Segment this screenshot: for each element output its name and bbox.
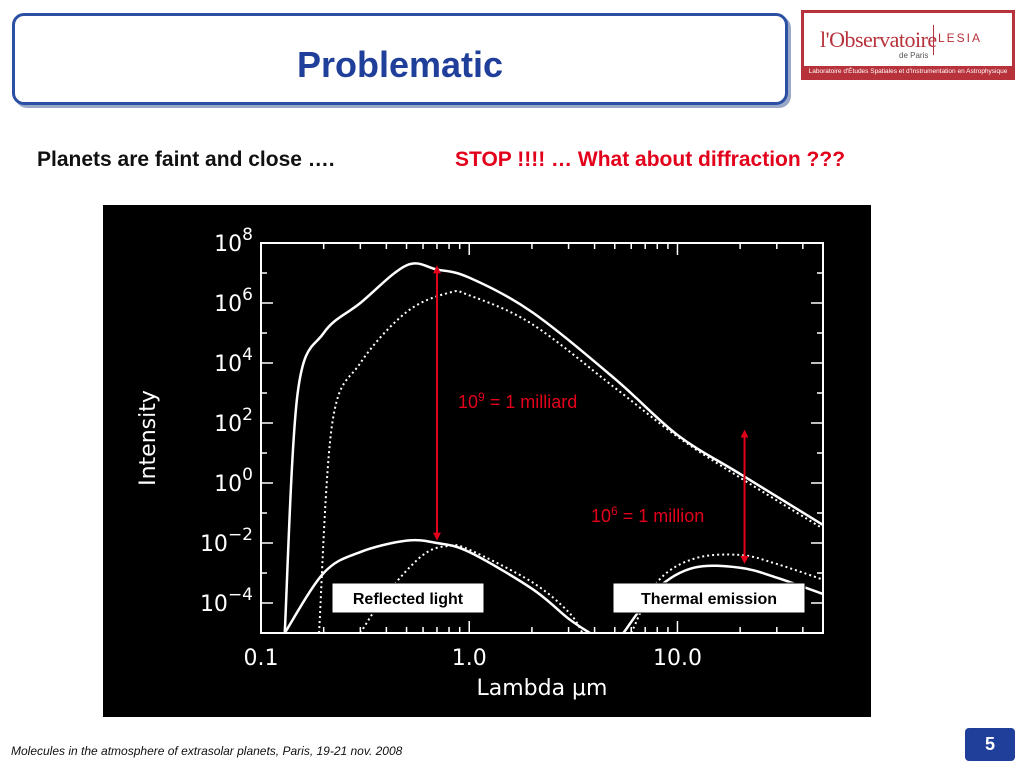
plot-frame: [260, 242, 824, 634]
observatoire-logo: l'Observatoire de Paris LESIA Laboratoir…: [801, 10, 1015, 80]
y-tick-label: 100: [214, 465, 253, 497]
annotation-label: 109 = 1 milliard: [458, 390, 577, 412]
y-axis-label: Intensity: [136, 390, 161, 486]
series-2-dotted-curve: [318, 289, 823, 633]
curves-group: [283, 262, 823, 633]
chart-svg: 0.1 1.0 10.0 108 106 104 102 100 10−2 10−4 Lambda …: [136, 225, 824, 701]
series-3-solid-curve: [283, 538, 591, 633]
page-number: 5: [965, 728, 1015, 761]
y-tick-label: 10−2: [200, 525, 253, 557]
x-tick-label: 10.0: [653, 646, 702, 671]
annotation-label: 106 = 1 million: [591, 504, 704, 526]
label-box-text: Thermal emission: [641, 591, 777, 608]
x-tick-label: 0.1: [244, 646, 279, 671]
y-tick-label: 104: [214, 345, 253, 377]
stop-heading: STOP !!!! … What about diffraction ???: [455, 148, 846, 171]
logo-main-text: l'Observatoire: [820, 27, 937, 52]
title-box: Problematic: [12, 13, 788, 105]
y-tick-label: 108: [214, 225, 253, 257]
y-tick-label: 10−4: [200, 585, 253, 617]
x-tick-label: 1.0: [452, 646, 487, 671]
logo-bar-text: Laboratoire d'Études Spatiales et d'Inst…: [804, 66, 1012, 77]
label-box: [612, 582, 806, 614]
subtitle: Planets are faint and close ….: [37, 148, 335, 171]
slide-title: Problematic: [296, 44, 504, 85]
label-box: [331, 582, 485, 614]
logo-lesia-text: LESIA: [938, 31, 983, 45]
y-tick-label: 106: [214, 285, 253, 317]
y-tick-label: 102: [214, 405, 253, 437]
intensity-chart: 0.1 1.0 10.0 108 106 104 102 100 10−2 10−4 Lambda …: [103, 205, 871, 717]
label-box-text: Reflected light: [353, 591, 464, 608]
x-axis-label: Lambda μm: [476, 676, 607, 701]
logo-sub-text: de Paris: [899, 51, 929, 60]
logo-separator: [933, 25, 934, 55]
footer-text: Molecules in the atmosphere of extrasola…: [11, 744, 403, 758]
series-1-solid-curve: [283, 262, 823, 633]
